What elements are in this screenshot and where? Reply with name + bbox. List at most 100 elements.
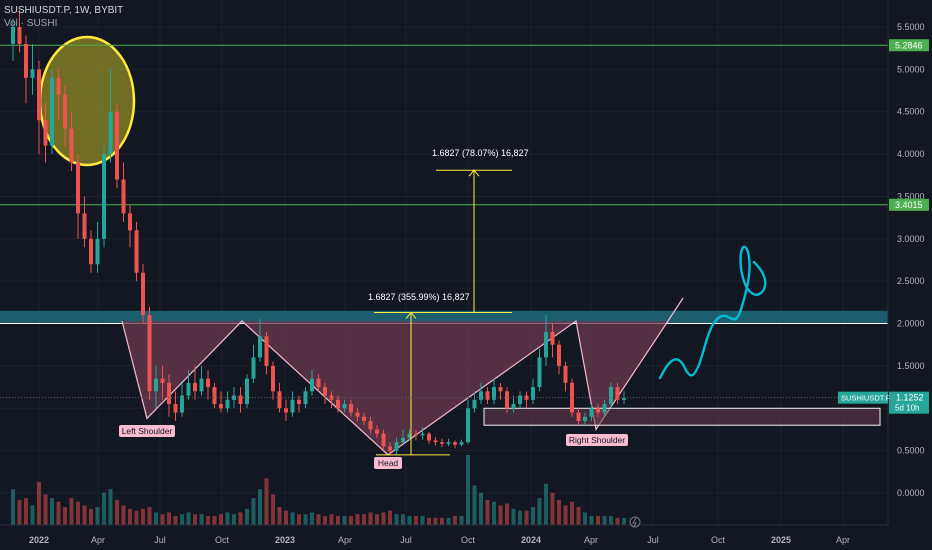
price-tick-label: 4.0000 [897, 149, 925, 159]
lightning-icon-bolt [632, 517, 637, 528]
candle-body [303, 391, 308, 405]
volume-bar [167, 512, 171, 525]
candle-body [427, 433, 431, 441]
level-price-tag-text: 5.2846 [895, 40, 923, 50]
candle-body [30, 69, 35, 78]
volume-bar [446, 517, 451, 525]
time-tick-label: Apr [338, 535, 352, 545]
candle-body [518, 395, 522, 405]
time-tick-label: Apr [584, 535, 598, 545]
candle-body [199, 378, 204, 392]
volume-bar [557, 499, 561, 525]
candle-body [154, 378, 158, 392]
price-tick-label: 0.0000 [897, 488, 925, 498]
volume-bar [245, 508, 249, 525]
volume-bar [433, 517, 438, 525]
pattern-label: Right Shoulder [566, 434, 628, 446]
volume-bar [69, 498, 74, 525]
price-tick-label: 0.5000 [897, 446, 925, 456]
candle-body [24, 43, 28, 78]
candle-body [206, 378, 210, 388]
volume-bar [147, 507, 152, 525]
current-price-tag-countdown: 5d 10h [895, 404, 919, 413]
candle-body [583, 416, 587, 421]
volume-bar [50, 498, 54, 525]
volume-bar [511, 508, 516, 525]
time-tick-label: Apr [91, 535, 105, 545]
volume-bar [128, 508, 132, 525]
candle-body [557, 344, 561, 366]
price-tick-label: 2.5000 [897, 276, 925, 286]
volume-bar [583, 512, 587, 525]
volume-bar [544, 483, 548, 525]
volume-bar [518, 510, 522, 525]
level-price-tag-text: 3.4015 [895, 200, 923, 210]
volume-bar [368, 512, 373, 525]
candle-body [167, 382, 171, 405]
measure-label-2: 1.6827 (78.07%) 16,827 [432, 148, 529, 158]
volume-bar [459, 516, 464, 525]
candle-body [453, 442, 457, 445]
candle-body [342, 404, 347, 409]
volume-bar [108, 489, 113, 525]
projection-path [658, 245, 767, 380]
measurements: 1.6827 (355.99%) 16,827 1.6827 (78.07%) 1… [368, 148, 529, 456]
candle-body [290, 399, 295, 413]
volume-bar [232, 514, 236, 525]
lightning-icon-ring [629, 516, 641, 528]
candle-body [596, 408, 600, 413]
volume-bar [212, 516, 217, 525]
volume-bar [238, 512, 243, 525]
volume-bar [479, 492, 483, 525]
volume-bar [355, 514, 360, 525]
symbol-tag-text: SUSHIUSDT.P [841, 394, 891, 403]
support-zone [483, 407, 881, 426]
volume-bar [349, 516, 353, 525]
pattern-label-text: Left Shoulder [122, 426, 173, 436]
candle-body [102, 154, 106, 239]
candle-body [271, 365, 275, 392]
volume-bar [362, 514, 366, 525]
candle-body [550, 332, 555, 345]
candle-body [89, 238, 93, 265]
volume-bar [381, 512, 386, 525]
volume-bar [407, 516, 412, 525]
lightning-icon [629, 516, 641, 528]
candle-body [219, 404, 223, 409]
candle-body [193, 382, 197, 392]
candle-body [505, 391, 509, 409]
candle-body [297, 399, 301, 405]
candle-body [414, 433, 418, 436]
volume-bar [30, 505, 35, 525]
volume-bar [206, 516, 210, 525]
volume-bar [115, 499, 119, 525]
price-tick-label: 4.5000 [897, 107, 925, 117]
candle-body [349, 404, 353, 413]
volume-bar [17, 499, 22, 525]
volume-bar [440, 517, 444, 525]
time-tick-label: 2023 [275, 535, 295, 545]
volume-bar [596, 516, 600, 525]
time-tick-label: Oct [711, 535, 726, 545]
candle-body [56, 77, 61, 95]
price-tick-label: 1.5000 [897, 361, 925, 371]
price-tick-label: 3.5000 [897, 191, 925, 201]
volume-bar [102, 492, 106, 525]
time-tick-label: 2025 [771, 535, 791, 545]
candle-body [368, 420, 373, 430]
candle-body [524, 395, 529, 400]
candle-body [277, 391, 282, 409]
candle-body [622, 398, 626, 400]
candle-body [472, 399, 477, 409]
candle-body [180, 395, 184, 413]
volume-bar [498, 505, 503, 525]
candle-body [115, 111, 119, 180]
volume-bar [271, 494, 275, 525]
volume-bar [453, 516, 457, 525]
volume-bar [251, 498, 256, 525]
volume-bar [589, 516, 594, 525]
volume-bar [193, 514, 197, 525]
candle-body [160, 378, 165, 383]
candle-body [576, 412, 581, 421]
volume-bar [121, 505, 126, 525]
